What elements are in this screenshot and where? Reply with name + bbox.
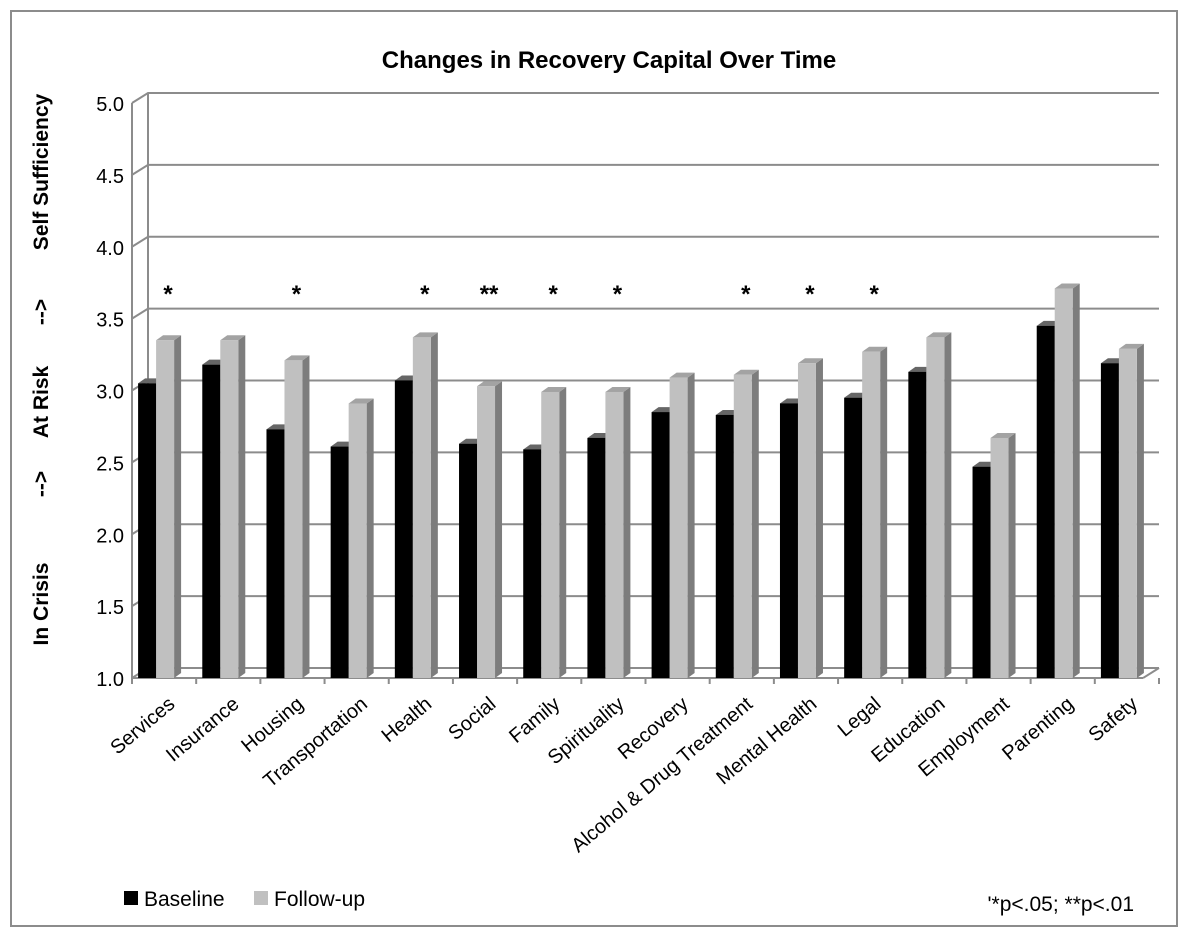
legend-swatch [254,891,268,905]
gridline [131,235,1159,248]
y-axis-label-segment: --> [30,299,53,325]
legend-label: Baseline [144,888,225,911]
x-category-label: Safety [1085,693,1143,746]
bar-follow-up-parenting [1054,283,1080,678]
axis-line [1142,667,1160,679]
significance-marker: * [549,281,559,308]
legend-swatch [124,891,138,905]
chart-frame: 1.0 1.5 2.0 2.5 3.0 3.5 4.0 4.5 5.0 Services Insu… [10,10,1178,927]
x-category-label: Parenting [998,693,1078,765]
chart-svg: 1.0 1.5 2.0 2.5 3.0 3.5 4.0 4.5 5.0 ServicesInsu… [30,47,1160,916]
bar-follow-up-insurance [220,335,246,678]
legend-entry-follow-up: Follow-up [254,888,365,911]
bar-follow-up-alcohol-drug-treatment [733,369,759,678]
y-axis-label-segment: Self Sufficiency [30,93,53,250]
y-axis-label-segment: --> [30,471,53,497]
y-tick-label: 2.5 [96,453,124,475]
bar-follow-up-spirituality [605,386,631,678]
y-tick-label: 1.5 [96,597,124,619]
y-tick-label: 1.0 [96,669,124,691]
y-tick-label: 4.0 [96,238,124,260]
significance-marker: * [163,281,173,308]
legend-label: Follow-up [274,888,365,911]
bar-follow-up-mental-health [797,358,823,678]
bar-follow-up-services [156,335,182,678]
bar-follow-up-education [926,332,952,678]
x-category-label: Legal [834,693,886,741]
gridline [131,92,1159,104]
gridline [131,307,1159,320]
bar-follow-up-health [412,332,438,678]
y-tick-label: 2.0 [96,525,124,547]
y-axis-label-segment: In Crisis [30,563,53,646]
legend: Baseline Follow-up [124,888,365,911]
y-tick-label: 3.0 [96,382,124,404]
significance-marker: * [741,281,751,308]
significance-marker: * [613,281,623,308]
significance-marker: * [292,281,302,308]
significance-markers: * * * ** * * * * * [163,281,879,308]
chart-title: Changes in Recovery Capital Over Time [382,47,836,74]
bars [138,283,1144,678]
x-category-label: Family [505,693,564,748]
x-category-label: Social [444,693,500,745]
bar-follow-up-recovery [669,372,695,678]
significance-marker: * [420,281,430,308]
y-axis-label-segment: At Risk [30,366,53,439]
y-tick-label: 5.0 [96,94,124,116]
bar-follow-up-legal [862,346,888,678]
significance-marker: * [805,281,815,308]
bar-follow-up-family [541,386,567,678]
bar-follow-up-social [477,381,503,678]
y-tick-label: 3.5 [96,310,124,332]
y-tick-labels: 1.0 1.5 2.0 2.5 3.0 3.5 4.0 4.5 5.0 [96,94,124,691]
y-tick-label: 4.5 [96,166,124,188]
bar-follow-up-employment [990,432,1016,678]
bar-follow-up-safety [1118,343,1144,678]
significance-marker: ** [480,281,499,308]
legend-entry-baseline: Baseline [124,888,225,911]
bar-follow-up-housing [284,355,310,678]
bar-follow-up-transportation [348,398,374,678]
footnote: '*p<.05; **p<.01 [988,893,1134,916]
y-axis-label: In Crisis --> At Risk --> Self Sufficiency [30,93,53,645]
gridline [131,163,1159,176]
significance-marker: * [869,281,879,308]
x-category-label: Health [378,693,436,747]
